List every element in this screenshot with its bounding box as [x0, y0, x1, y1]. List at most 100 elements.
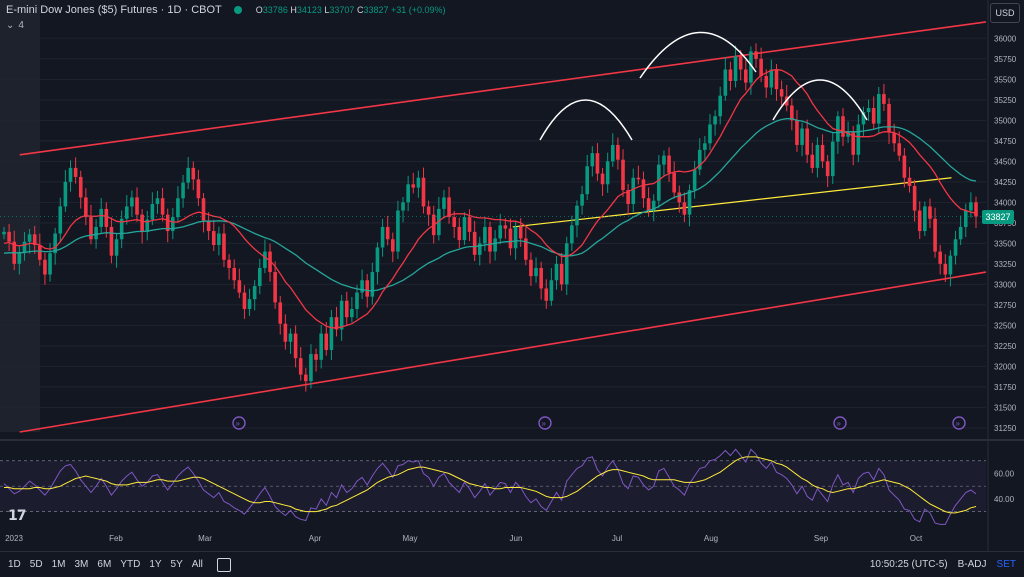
candle-body [109, 226, 114, 256]
candle-body [651, 200, 656, 211]
candle-body [416, 177, 421, 188]
candle-body [355, 292, 359, 309]
range-button-1d[interactable]: 1D [8, 559, 21, 570]
candle-body [902, 155, 907, 178]
y-tick-label: 33250 [994, 260, 1017, 269]
candle-body [759, 58, 763, 77]
x-tick-label: Aug [704, 534, 718, 543]
range-button-1y[interactable]: 1Y [149, 559, 162, 570]
candle-body [119, 218, 124, 240]
tradingview-logo-icon[interactable]: 17 [8, 508, 27, 524]
candle-body [703, 143, 707, 150]
high-value: 34123 [296, 5, 322, 15]
candle-body [293, 333, 298, 359]
candle-body [503, 225, 508, 229]
candle-body [73, 167, 78, 177]
candle-body [63, 181, 68, 207]
range-buttons: 1D 5D 1M 3M 6M YTD 1Y 5Y All [8, 559, 203, 570]
candle-body [211, 231, 216, 245]
x-tick-label: 2023 [5, 534, 23, 543]
candle-body [877, 94, 881, 124]
range-button-1m[interactable]: 1M [51, 559, 66, 570]
candle-body [616, 144, 620, 160]
candle-body [595, 153, 600, 174]
channel-upper-line [19, 21, 987, 156]
candle-body [186, 167, 190, 183]
event-marker-glyph: » [542, 419, 547, 428]
candle-body [897, 143, 902, 156]
candle-body [401, 202, 405, 211]
symbol-legend[interactable]: E-mini Dow Jones ($5) Futures · 1D · CBO… [6, 4, 446, 16]
candle-body [273, 272, 277, 303]
candle-body [493, 238, 497, 252]
candle-body [631, 177, 636, 204]
candle-body [917, 210, 922, 232]
event-marker-icon [538, 416, 552, 430]
adjustment-toggle[interactable]: B-ADJ [957, 559, 987, 570]
candle-body [692, 169, 697, 191]
symbol-title[interactable]: E-mini Dow Jones ($5) Futures · 1D · CBO… [6, 4, 222, 16]
y-tick-label: 34000 [994, 198, 1017, 207]
candle-body [498, 225, 503, 239]
candle-body [237, 280, 242, 293]
candle-body [928, 206, 932, 219]
range-button-3m[interactable]: 3M [74, 559, 89, 570]
candle-body [17, 253, 22, 264]
candle-body [723, 69, 728, 96]
candle-body [539, 267, 543, 289]
y-tick-label: 35500 [994, 75, 1017, 84]
calendar-icon[interactable] [216, 557, 231, 572]
candle-body [943, 263, 948, 275]
high-label: H [290, 5, 297, 15]
candle-body [176, 198, 180, 218]
range-button-6m[interactable]: 6M [97, 559, 112, 570]
candle-body [754, 51, 758, 59]
candle-body [836, 116, 840, 142]
candle-body [912, 185, 917, 211]
range-button-5d[interactable]: 5D [29, 559, 43, 570]
candle-body [963, 210, 968, 227]
candle-body [779, 89, 784, 97]
candle-body [298, 358, 303, 375]
ohlc-readout: O33786 H34123 L33707 C33827 +31 (+0.09%) [256, 5, 446, 15]
x-tick-label: Sep [814, 534, 829, 543]
candle-body [135, 197, 139, 215]
candle-body [887, 103, 891, 133]
candle-body [339, 300, 344, 330]
candle-body [462, 217, 467, 241]
candle-body [385, 226, 390, 240]
low-value: 33707 [329, 5, 355, 15]
indicator-toggle[interactable]: ⌄ 4 [6, 20, 24, 31]
candle-body [319, 333, 323, 360]
y-tick-label: 32250 [994, 342, 1017, 351]
market-status-icon [233, 6, 242, 14]
ema-fast-line [3, 68, 977, 329]
candle-body [380, 226, 385, 248]
candle-body [411, 184, 416, 188]
range-button-all[interactable]: All [191, 559, 203, 570]
candle-body [477, 243, 482, 255]
candle-body [27, 234, 32, 242]
x-tick-label: Feb [109, 534, 123, 543]
candle-body [871, 108, 876, 124]
clock-readout[interactable]: 10:50:25 (UTC-5) [869, 559, 948, 570]
candle-body [585, 166, 589, 195]
candle-body [314, 354, 318, 360]
currency-button[interactable]: USD [990, 3, 1020, 23]
ema-slow-line [3, 118, 977, 292]
candle-body [201, 198, 206, 221]
change-value: +31 (+0.09%) [391, 5, 446, 15]
candle-body [78, 176, 83, 198]
candle-body [733, 56, 738, 81]
candle-body [728, 69, 733, 81]
y-tick-label: 34500 [994, 157, 1017, 166]
settlement-toggle[interactable]: SET [996, 559, 1016, 570]
chevron-down-icon[interactable]: ⌄ [6, 20, 15, 31]
range-button-5y[interactable]: 5Y [170, 559, 183, 570]
range-button-ytd[interactable]: YTD [120, 559, 141, 570]
candle-body [933, 218, 937, 252]
event-marker-icon [232, 416, 246, 430]
candle-body [544, 288, 549, 301]
candle-body [749, 51, 753, 83]
